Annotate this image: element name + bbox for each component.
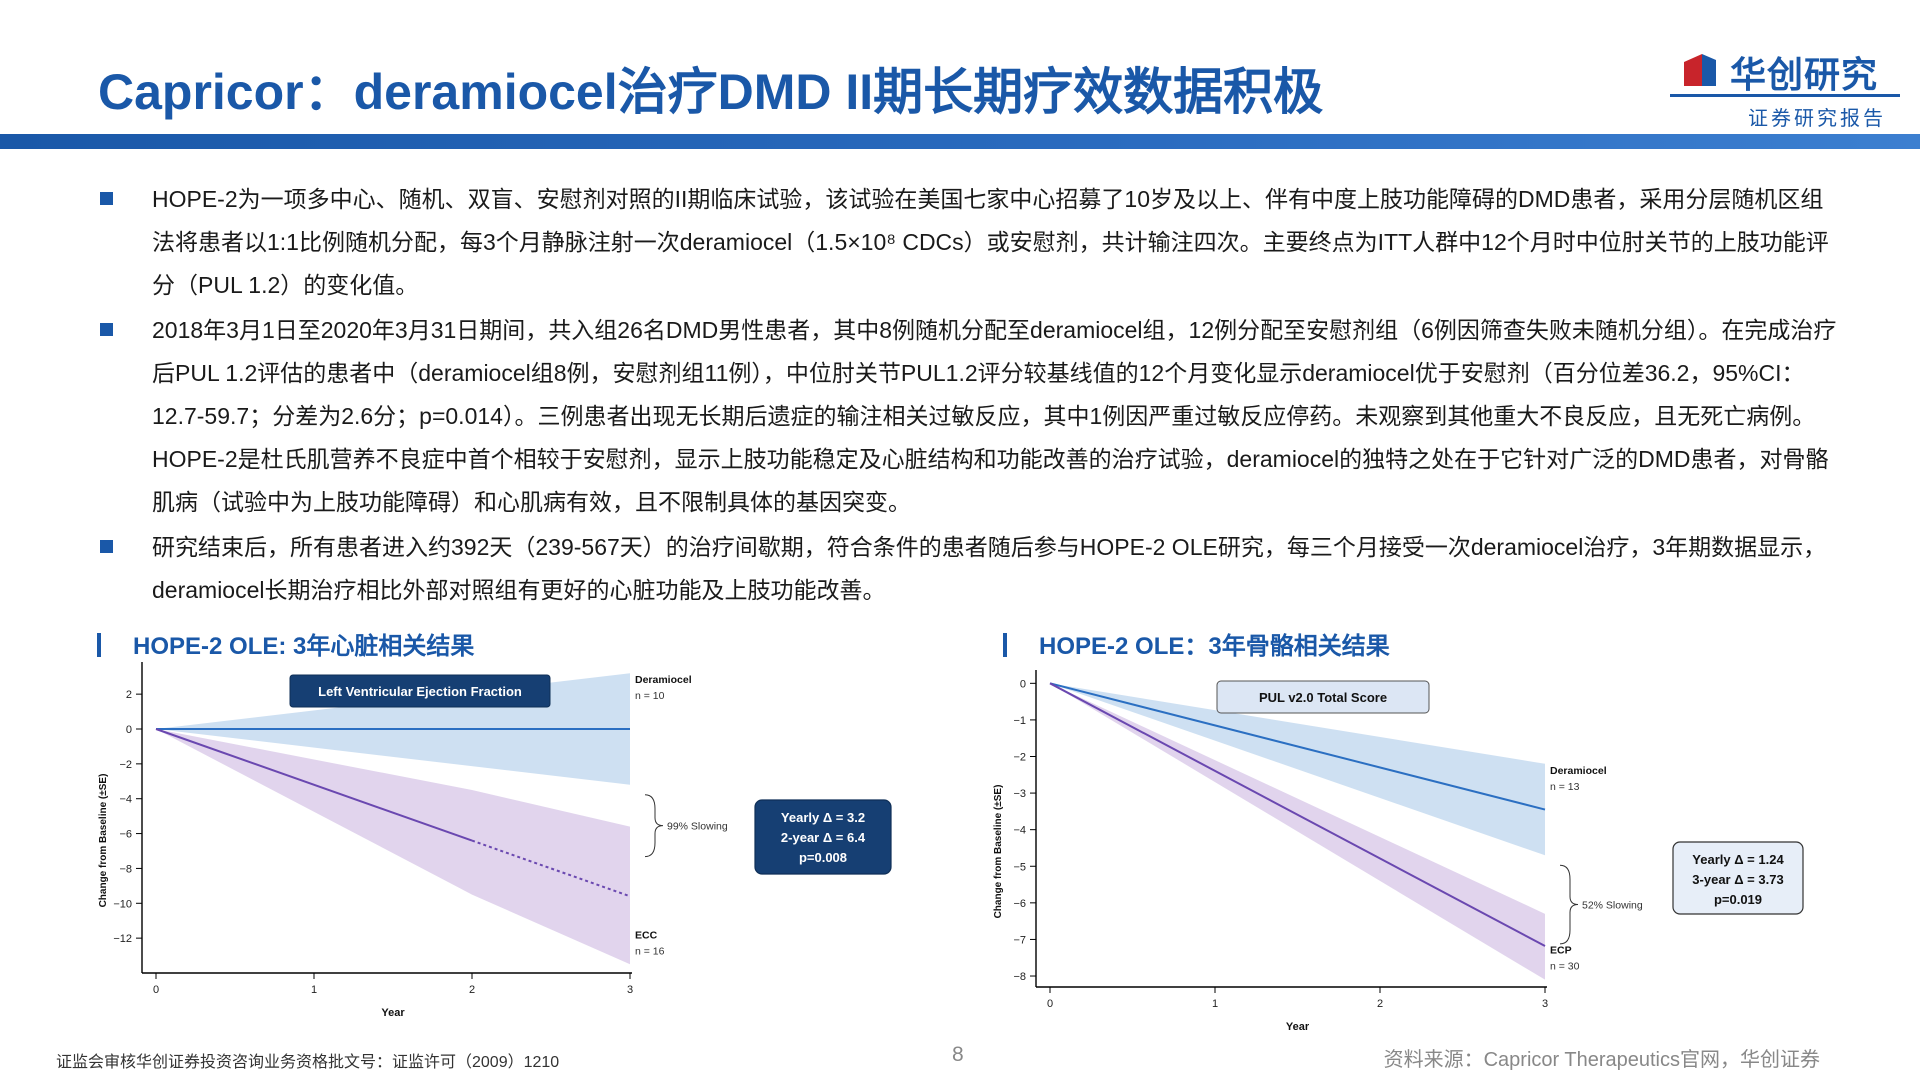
- series-n-label: n = 16: [635, 945, 665, 957]
- bullet-text: 研究结束后，所有患者进入约392天（239-567天）的治疗间歇期，符合条件的患…: [152, 534, 1827, 603]
- y-tick-label: −7: [1013, 934, 1026, 946]
- y-tick-label: −2: [119, 759, 132, 771]
- section-bar: [1003, 633, 1007, 657]
- logo-subtitle: 证券研究报告: [1748, 108, 1886, 130]
- x-tick-label: 0: [153, 984, 159, 996]
- series-line-dashed-1: [471, 839, 631, 898]
- series-name-label: ECP: [1550, 945, 1572, 957]
- bullet-square-icon: [100, 323, 113, 336]
- x-tick-label: 3: [1542, 998, 1548, 1010]
- x-tick-label: 2: [469, 984, 475, 996]
- bullet-list: HOPE-2为一项多中心、随机、双盲、安慰剂对照的II期临床试验，该试验在美国七…: [100, 178, 1840, 614]
- section-bar: [97, 633, 101, 657]
- callout-line: Yearly Δ = 1.24: [1692, 852, 1784, 867]
- bullet-text: HOPE-2为一项多中心、随机、双盲、安慰剂对照的II期临床试验，该试验在美国七…: [152, 186, 1829, 298]
- y-tick-label: −6: [1013, 898, 1026, 910]
- bullet-item: HOPE-2为一项多中心、随机、双盲、安慰剂对照的II期临床试验，该试验在美国七…: [100, 178, 1840, 307]
- bullet-text: 2018年3月1日至2020年3月31日期间，共入组26名DMD男性患者，其中8…: [152, 317, 1837, 515]
- chart-title-box: [1216, 680, 1430, 714]
- callout-line: Yearly Δ = 3.2: [781, 810, 865, 825]
- logo-divider: [1670, 94, 1900, 97]
- y-tick-label: −4: [1013, 825, 1026, 837]
- header-divider-bar: [0, 134, 1920, 149]
- y-tick-label: 2: [126, 689, 132, 701]
- y-tick-label: −8: [119, 863, 132, 875]
- x-tick-label: 2: [1377, 998, 1383, 1010]
- series-n-label: n = 30: [1550, 961, 1580, 973]
- y-tick-label: −4: [119, 794, 132, 806]
- source-note: 资料来源：Capricor Therapeutics官网，华创证券: [1383, 1049, 1820, 1071]
- series-n-label: n = 10: [635, 690, 665, 702]
- chart-title: PUL v2.0 Total Score: [1259, 690, 1387, 705]
- x-tick-label: 1: [311, 984, 317, 996]
- x-axis-label: Year: [1286, 1021, 1310, 1033]
- x-axis-label: Year: [381, 1007, 405, 1019]
- y-tick-label: −10: [113, 898, 132, 910]
- y-tick-label: −8: [1013, 971, 1026, 983]
- logo-mark-icon: [1684, 54, 1716, 86]
- series-name-label: Deramiocel: [635, 674, 692, 686]
- page-title: Capricor：deramiocel治疗DMD II期长期疗效数据积极: [98, 64, 1324, 120]
- y-tick-label: −3: [1013, 788, 1026, 800]
- series-name-label: Deramiocel: [1550, 765, 1607, 777]
- callout-line: 2-year Δ = 6.4: [781, 830, 866, 845]
- chart-title-box: [289, 674, 551, 708]
- series-line-1: [1049, 682, 1546, 947]
- bullet-item: 2018年3月1日至2020年3月31日期间，共入组26名DMD男性患者，其中8…: [100, 309, 1840, 524]
- bullet-item: 研究结束后，所有患者进入约392天（239-567天）的治疗间歇期，符合条件的患…: [100, 526, 1840, 612]
- slowing-label: 52% Slowing: [1582, 900, 1643, 912]
- callout-box: [754, 799, 892, 875]
- regulatory-note: 证监会审核华创证券投资咨询业务资格批文号：证监许可（2009）1210: [56, 1054, 560, 1071]
- bullet-square-icon: [100, 192, 113, 205]
- lvef-chart: 2 0 −2 −4 −6 −8 −10 −12 0 1 2 3 Year Change from Base…: [98, 662, 892, 1019]
- section-heading-skeletal: HOPE-2 OLE：3年骨骼相关结果: [1003, 626, 1390, 661]
- slowing-brace: [644, 794, 664, 858]
- series-name-label: ECC: [635, 929, 658, 941]
- callout-line: 3-year Δ = 3.73: [1692, 872, 1783, 887]
- brand-logo: 华创研究 证券研究报告: [1670, 44, 1900, 134]
- y-axis-label: Change from Baseline (±SE): [993, 785, 1004, 919]
- y-tick-label: −6: [119, 829, 132, 841]
- section-heading-text: HOPE-2 OLE：3年骨骼相关结果: [1039, 633, 1390, 660]
- y-tick-label: −2: [1013, 751, 1026, 763]
- callout-box: [1672, 841, 1804, 915]
- x-tick-label: 3: [627, 984, 633, 996]
- x-tick-label: 0: [1047, 998, 1053, 1010]
- series-line-0: [1049, 682, 1546, 811]
- section-heading-cardiac: HOPE-2 OLE: 3年心脏相关结果: [97, 626, 474, 661]
- series-line-1: [155, 728, 473, 842]
- confidence-band-1: [156, 729, 630, 965]
- callout-line: p=0.019: [1714, 892, 1762, 907]
- bullet-square-icon: [100, 540, 113, 553]
- y-tick-label: 0: [126, 724, 132, 736]
- y-tick-label: −12: [113, 933, 132, 945]
- page-number: 8: [952, 1043, 964, 1066]
- callout-line: p=0.008: [799, 850, 847, 865]
- y-axis-label: Change from Baseline (±SE): [98, 774, 109, 908]
- slowing-brace: [1559, 864, 1579, 945]
- series-n-label: n = 13: [1550, 781, 1580, 793]
- slowing-label: 99% Slowing: [667, 821, 728, 833]
- logo-name: 华创研究: [1730, 54, 1879, 95]
- y-tick-label: 0: [1020, 678, 1026, 690]
- y-tick-label: −1: [1013, 715, 1026, 727]
- section-heading-text: HOPE-2 OLE: 3年心脏相关结果: [133, 633, 475, 660]
- pul-chart: 0 −1 −2 −3 −4 −5 −6 −7 −8 0 1 2 3 Year Change from Bas…: [993, 670, 1804, 1033]
- confidence-band-1: [1050, 683, 1545, 980]
- chart-title: Left Ventricular Ejection Fraction: [318, 684, 522, 699]
- y-tick-label: −5: [1013, 861, 1026, 873]
- x-tick-label: 1: [1212, 998, 1218, 1010]
